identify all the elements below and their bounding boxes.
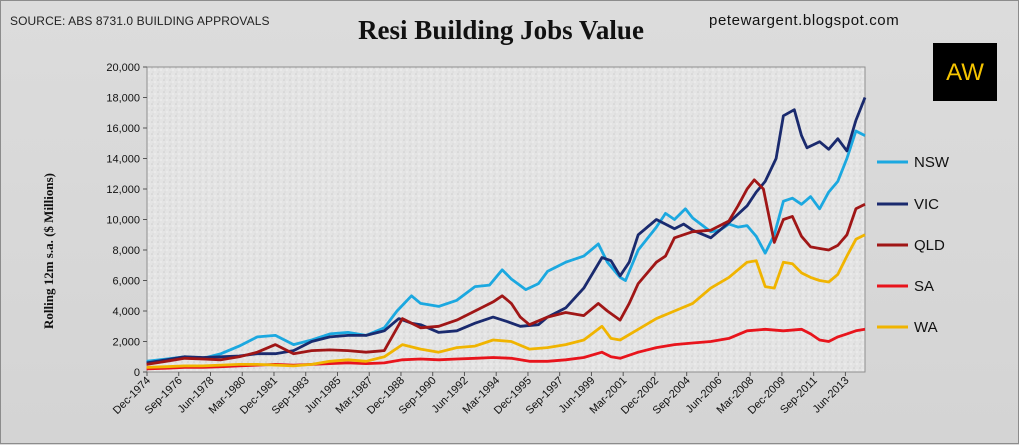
y-tick-label: 20,000 bbox=[106, 62, 140, 74]
legend: NSW VIC QLD SA WA bbox=[877, 154, 950, 336]
y-tick-label: 10,000 bbox=[106, 215, 140, 227]
y-axis: 0 2,000 4,000 6,000 8,000 10,000 12,000 14,000 1… bbox=[106, 62, 147, 379]
y-tick-label: 12,000 bbox=[106, 184, 140, 196]
legend-label-wa: WA bbox=[914, 319, 938, 336]
y-tick-label: 8,000 bbox=[112, 245, 140, 257]
y-axis-label: Rolling 12m s.a. ($ Millions) bbox=[41, 173, 56, 329]
y-tick-label: 0 bbox=[134, 367, 140, 379]
plot-area bbox=[146, 66, 866, 373]
legend-label-qld: QLD bbox=[914, 237, 945, 254]
y-tick-label: 16,000 bbox=[106, 123, 140, 135]
series-lines bbox=[146, 96, 867, 371]
y-tick-label: 18,000 bbox=[106, 93, 140, 105]
chart-title: Resi Building Jobs Value bbox=[358, 15, 644, 45]
x-axis: Dec-1974Sep-1976Jun-1978Mar-1980Dec-1981… bbox=[111, 372, 852, 417]
legend-label-vic: VIC bbox=[914, 196, 939, 213]
series-line-qld bbox=[146, 178, 866, 366]
y-tick-label: 4,000 bbox=[112, 306, 140, 318]
y-tick-label: 14,000 bbox=[106, 154, 140, 166]
series-line-wa bbox=[146, 233, 866, 369]
source-note: SOURCE: ABS 8731.0 BUILDING APPROVALS bbox=[10, 14, 270, 28]
legend-label-sa: SA bbox=[914, 278, 934, 295]
y-tick-label: 2,000 bbox=[112, 337, 140, 349]
aw-logo: AW bbox=[933, 43, 997, 101]
svg-text:AW: AW bbox=[946, 59, 984, 86]
y-tick-label: 6,000 bbox=[112, 276, 140, 288]
series-line-vic bbox=[146, 96, 867, 365]
legend-label-nsw: NSW bbox=[914, 154, 950, 171]
blog-url: petewargent.blogspot.com bbox=[709, 12, 900, 29]
aw-logo-mark: AW bbox=[946, 59, 984, 86]
series-line-nsw bbox=[146, 129, 866, 363]
